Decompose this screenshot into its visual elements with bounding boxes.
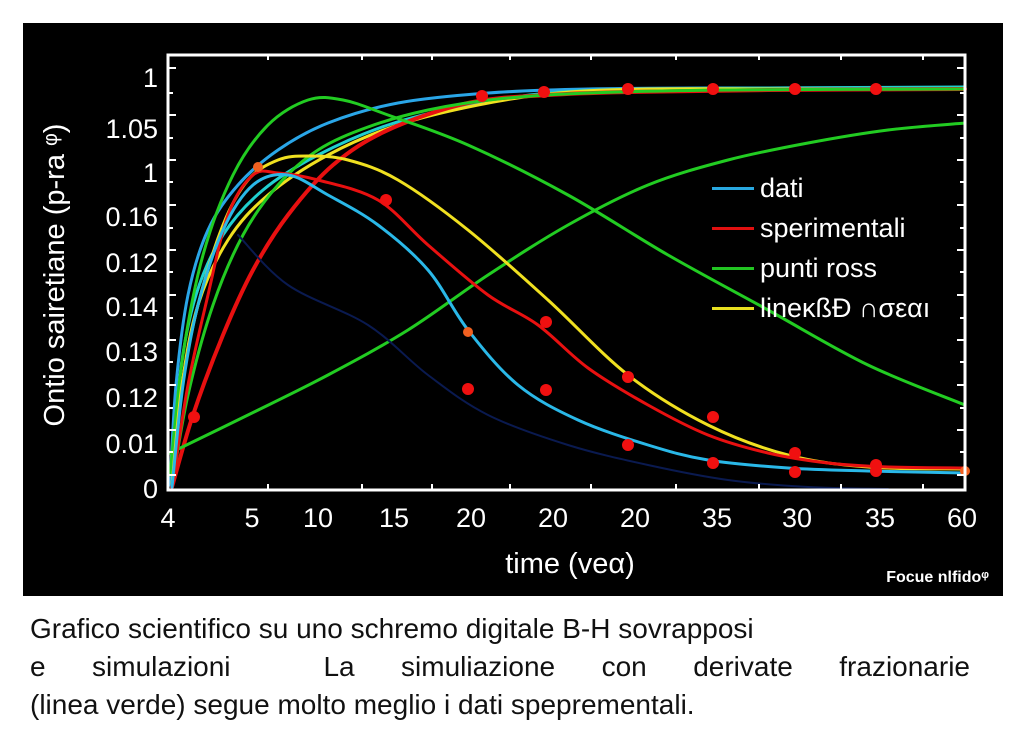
x-tick-label: 4 bbox=[160, 503, 176, 533]
series-line-blue-peak bbox=[170, 173, 967, 489]
x-tick-label: 30 bbox=[781, 503, 813, 533]
legend-item: dati bbox=[712, 168, 930, 208]
chart-markers bbox=[188, 83, 970, 478]
legend-item: sperimentali bbox=[712, 208, 930, 248]
data-point-marker bbox=[789, 447, 801, 459]
x-axis-label: time (veα) bbox=[505, 548, 635, 580]
y-tick-label: 0.12 bbox=[105, 383, 158, 413]
legend-label: punti ross bbox=[760, 253, 878, 283]
data-point-marker bbox=[707, 457, 719, 469]
series-line-red-peak bbox=[170, 169, 967, 489]
series-line-green-slow-rise bbox=[168, 121, 967, 455]
data-point-marker bbox=[253, 162, 263, 172]
data-point-marker bbox=[540, 316, 552, 328]
caption-word: simuliazione bbox=[401, 651, 556, 682]
data-point-marker bbox=[707, 83, 719, 95]
axis-ticks bbox=[168, 55, 965, 490]
x-tick-label: 60 bbox=[946, 503, 978, 533]
y-tick-label: 0.12 bbox=[105, 248, 158, 278]
caption-word: e bbox=[30, 651, 46, 682]
data-point-marker bbox=[538, 86, 550, 98]
legend-swatch-yellow bbox=[712, 306, 754, 310]
legend-label: sperimentali bbox=[760, 213, 906, 243]
caption-line-2: e simulazioni La simuliazione con derivate fra… bbox=[30, 648, 970, 686]
y-tick-label: 0.01 bbox=[105, 429, 158, 459]
caption-word: frazionarie bbox=[839, 651, 970, 682]
legend-label: lineĸßƉ ∩σεαı bbox=[760, 293, 931, 323]
data-point-marker bbox=[789, 466, 801, 478]
legend-swatch-green bbox=[712, 266, 754, 270]
x-tick-label: 20 bbox=[537, 503, 569, 533]
figure-caption: Grafico scientifico su uno schremo digit… bbox=[30, 610, 970, 724]
y-tick-label: 0.13 bbox=[105, 337, 158, 367]
caption-word: La bbox=[323, 651, 355, 682]
legend-swatch-blue bbox=[712, 186, 754, 190]
x-tick-label: 20 bbox=[455, 503, 487, 533]
watermark-text: Focue nlfidoᵠ bbox=[886, 569, 989, 586]
caption-word: simulazioni bbox=[92, 651, 231, 682]
chart-curves bbox=[168, 85, 967, 490]
series-line-green-mid bbox=[170, 87, 967, 487]
y-tick-label: 1 bbox=[142, 63, 158, 93]
data-point-marker bbox=[462, 383, 474, 395]
y-tick-label: 0 bbox=[142, 474, 158, 504]
data-point-marker bbox=[870, 465, 882, 477]
legend-item: punti ross bbox=[712, 248, 930, 288]
x-tick-label: 35 bbox=[864, 503, 896, 533]
caption-line-1: Grafico scientifico su uno schremo digit… bbox=[30, 613, 754, 644]
legend-swatch-red bbox=[712, 226, 754, 230]
data-point-marker bbox=[622, 83, 634, 95]
y-tick-label: 1.05 bbox=[105, 114, 158, 144]
series-line-dark-blue-faint bbox=[237, 234, 889, 490]
caption-word: con bbox=[601, 651, 647, 682]
y-axis-tick-labels: 1 1.05 1 0.16 0.12 0.14 0.13 0.12 0.01 0 bbox=[30, 0, 158, 600]
data-point-marker bbox=[789, 83, 801, 95]
x-tick-label: 15 bbox=[378, 503, 410, 533]
data-point-marker bbox=[870, 83, 882, 95]
data-point-marker bbox=[463, 327, 473, 337]
legend-label: dati bbox=[760, 173, 804, 203]
y-tick-label: 0.14 bbox=[105, 292, 158, 322]
data-point-marker bbox=[188, 411, 200, 423]
legend-item: lineĸßƉ ∩σεαı bbox=[712, 288, 930, 328]
data-point-marker bbox=[622, 439, 634, 451]
data-point-marker bbox=[540, 384, 552, 396]
y-axis-label: Ontio sairetiane (p-ra ᵠ) bbox=[39, 123, 71, 427]
caption-word: derivate bbox=[693, 651, 793, 682]
chart-legend: dati sperimentali punti ross lineĸßƉ ∩σε… bbox=[712, 168, 930, 328]
data-point-marker bbox=[476, 90, 488, 102]
y-tick-label: 1 bbox=[142, 158, 158, 188]
y-tick-label: 0.16 bbox=[105, 202, 158, 232]
x-tick-label: 20 bbox=[619, 503, 651, 533]
series-line-green-early-peak bbox=[168, 95, 967, 477]
data-point-marker bbox=[622, 371, 634, 383]
data-point-marker bbox=[380, 194, 392, 206]
data-point-marker bbox=[707, 411, 719, 423]
x-tick-label: 35 bbox=[701, 503, 733, 533]
x-tick-label: 10 bbox=[302, 503, 334, 533]
caption-line-3: (linea verde) segue molto meglio i dati … bbox=[30, 689, 695, 720]
x-tick-label: 5 bbox=[244, 503, 260, 533]
